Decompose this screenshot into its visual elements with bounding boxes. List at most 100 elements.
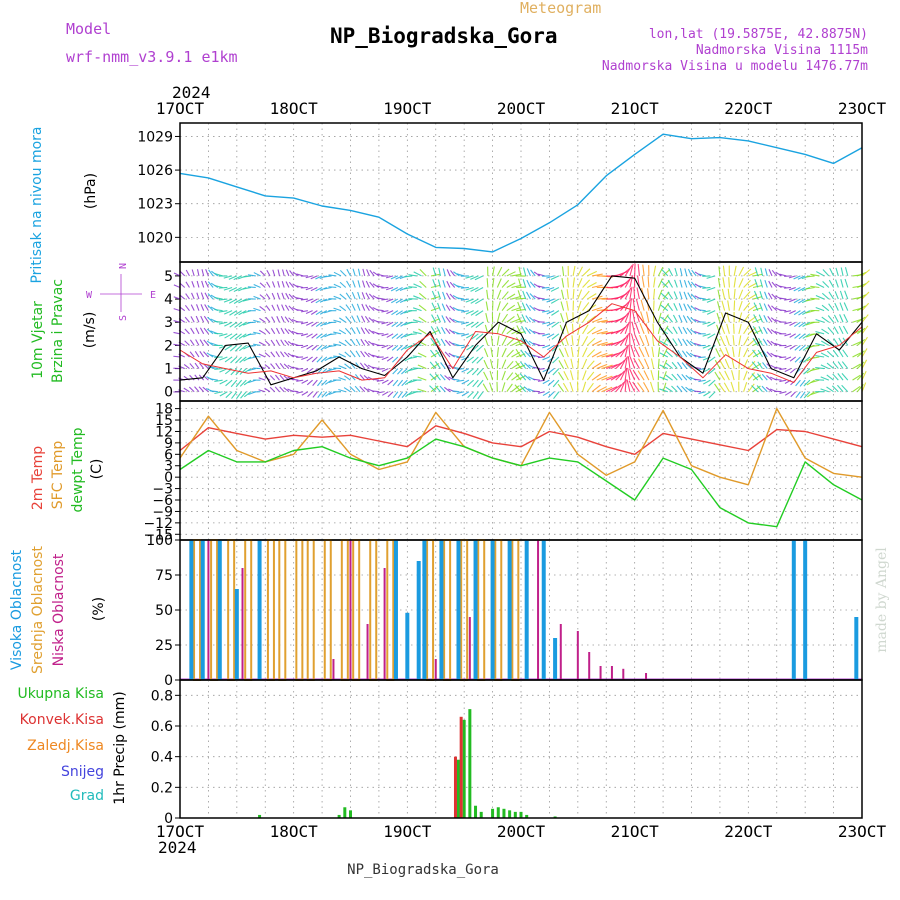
wind-arrow [522, 279, 527, 288]
temp-ylabel-dew: dewpt Temp [70, 427, 86, 512]
wind-arrow [400, 333, 408, 339]
wind-arrow [483, 371, 489, 381]
wind-arrow [289, 270, 295, 277]
wind-arrow [441, 315, 446, 323]
wind-arrow [300, 310, 308, 313]
wind-arrow [591, 340, 602, 346]
wind-arrow [815, 355, 825, 358]
mid-cloud-bar [227, 539, 236, 681]
wind-arrow [673, 291, 678, 300]
x-tick-label-bottom: 20OCT [497, 822, 546, 841]
wind-arrow [624, 310, 631, 323]
wind-arrow [191, 292, 195, 300]
wind-arrow [832, 385, 839, 393]
wind-arrow [571, 335, 574, 346]
wind-arrow [738, 323, 742, 334]
wind-arrow [239, 356, 247, 363]
wind-arrow [678, 303, 683, 311]
wind-arrow [288, 281, 295, 288]
wind-arrow [460, 310, 470, 313]
wind-arrow [376, 368, 384, 370]
wind-arrow [225, 391, 233, 399]
wind-arrow [541, 286, 550, 289]
wind-arrow [591, 284, 603, 289]
wind-arrow [633, 357, 640, 369]
wind-arrow [445, 316, 451, 323]
wind-arrow [743, 359, 749, 369]
wind-arrow [361, 315, 366, 323]
wind-arrow [247, 356, 256, 360]
wind-arrow [631, 321, 636, 334]
wind-arrow [790, 391, 797, 398]
wind-arrow [820, 388, 830, 393]
wind-arrow [285, 292, 290, 300]
wind-arrow [826, 362, 834, 369]
wind-arrow [707, 333, 716, 339]
wind-arrow [716, 312, 721, 323]
wind-arrow [784, 333, 792, 337]
wind-arrow [702, 321, 711, 325]
wind-arrow [794, 356, 801, 363]
wind-arrow [363, 363, 370, 369]
wind-arrow [681, 350, 688, 358]
wind-arrow [615, 326, 627, 335]
wind-arrow [381, 379, 389, 384]
wind-arrow [300, 321, 308, 325]
wind-arrow [635, 299, 640, 311]
wind-arrow [774, 378, 782, 381]
wind-arrow [492, 266, 495, 276]
wind-arrow [506, 304, 516, 312]
wind-arrow [843, 302, 849, 311]
wind-arrow [672, 326, 678, 335]
wind-arrow [467, 391, 475, 399]
wind-arrow [346, 268, 351, 277]
wind-arrow [803, 379, 811, 387]
mid-cloud-bar [295, 539, 304, 681]
wind-arrow [681, 373, 688, 381]
wind-arrow [516, 325, 522, 335]
wind-arrow [429, 373, 437, 381]
wind-arrow [586, 337, 596, 346]
wind-arrow [430, 329, 440, 335]
wind-arrow [419, 280, 427, 288]
wind-arrow [387, 391, 394, 398]
wind-arrow [752, 349, 759, 358]
wind-arrow [207, 304, 214, 312]
wind-arrow [195, 315, 200, 323]
wind-arrow [312, 391, 318, 398]
wind-arrow [436, 326, 441, 335]
wind-arrow [586, 315, 597, 323]
mid-cloud-bar [266, 539, 275, 681]
wind-arrow [204, 280, 209, 288]
wind-arrow [668, 268, 674, 277]
wind-arrow [465, 275, 474, 279]
wind-arrow [306, 368, 313, 374]
total-precip-bar [468, 709, 472, 818]
wind-arrow [643, 358, 650, 369]
wind-arrow [532, 366, 541, 370]
wind-arrow [344, 351, 351, 358]
wind-arrow [547, 379, 555, 386]
wind-arrow [305, 298, 313, 303]
wind-arrow [310, 286, 318, 292]
wind-arrow [381, 391, 389, 396]
low-cloud-bar [537, 540, 540, 680]
wind-arrow [841, 361, 849, 369]
wind-arrow [189, 363, 195, 369]
wind-arrow [569, 370, 574, 381]
wind-arrow [637, 264, 640, 276]
wind-arrow [496, 347, 500, 358]
wind-arrow [643, 370, 650, 381]
wind-arrow [450, 270, 456, 277]
wind-arrow [412, 343, 422, 346]
wind-arrow [385, 275, 394, 279]
wind-arrow [204, 292, 209, 300]
wind-arrow [702, 368, 711, 373]
wind-arrow [852, 352, 862, 358]
wind-arrow [300, 298, 308, 301]
wind-arrow [183, 387, 190, 393]
wind-arrow [674, 267, 678, 277]
wind-arrow [396, 344, 403, 351]
wind-arrow [815, 295, 825, 300]
wind-arrow [296, 285, 304, 289]
